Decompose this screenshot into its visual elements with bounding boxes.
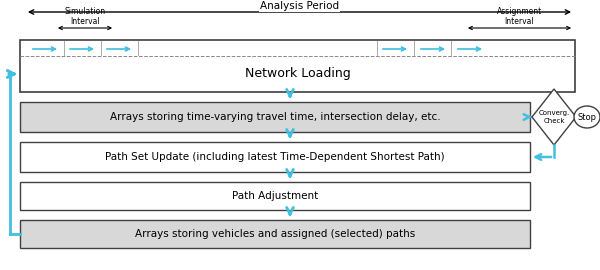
Polygon shape [532,89,576,145]
Text: Arrays storing time-varying travel time, intersection delay, etc.: Arrays storing time-varying travel time,… [110,112,440,122]
Text: Simulation
Interval: Simulation Interval [64,6,106,26]
Bar [20,102,530,132]
Text: Stop: Stop [577,113,596,122]
Bar [20,182,530,210]
Text: Arrays storing vehicles and assigned (selected) paths: Arrays storing vehicles and assigned (se… [135,229,415,239]
Text: Analysis Period: Analysis Period [260,1,339,11]
Bar [20,220,530,248]
Bar [20,142,530,172]
Text: Assignment
Interval: Assignment Interval [497,6,542,26]
Text: Network Loading: Network Loading [245,68,350,80]
Bar [20,40,575,92]
Text: Path Adjustment: Path Adjustment [232,191,318,201]
Ellipse shape [574,106,600,128]
Text: Converg.
Check: Converg. Check [538,110,569,124]
Text: Path Set Update (including latest Time-Dependent Shortest Path): Path Set Update (including latest Time-D… [105,152,445,162]
